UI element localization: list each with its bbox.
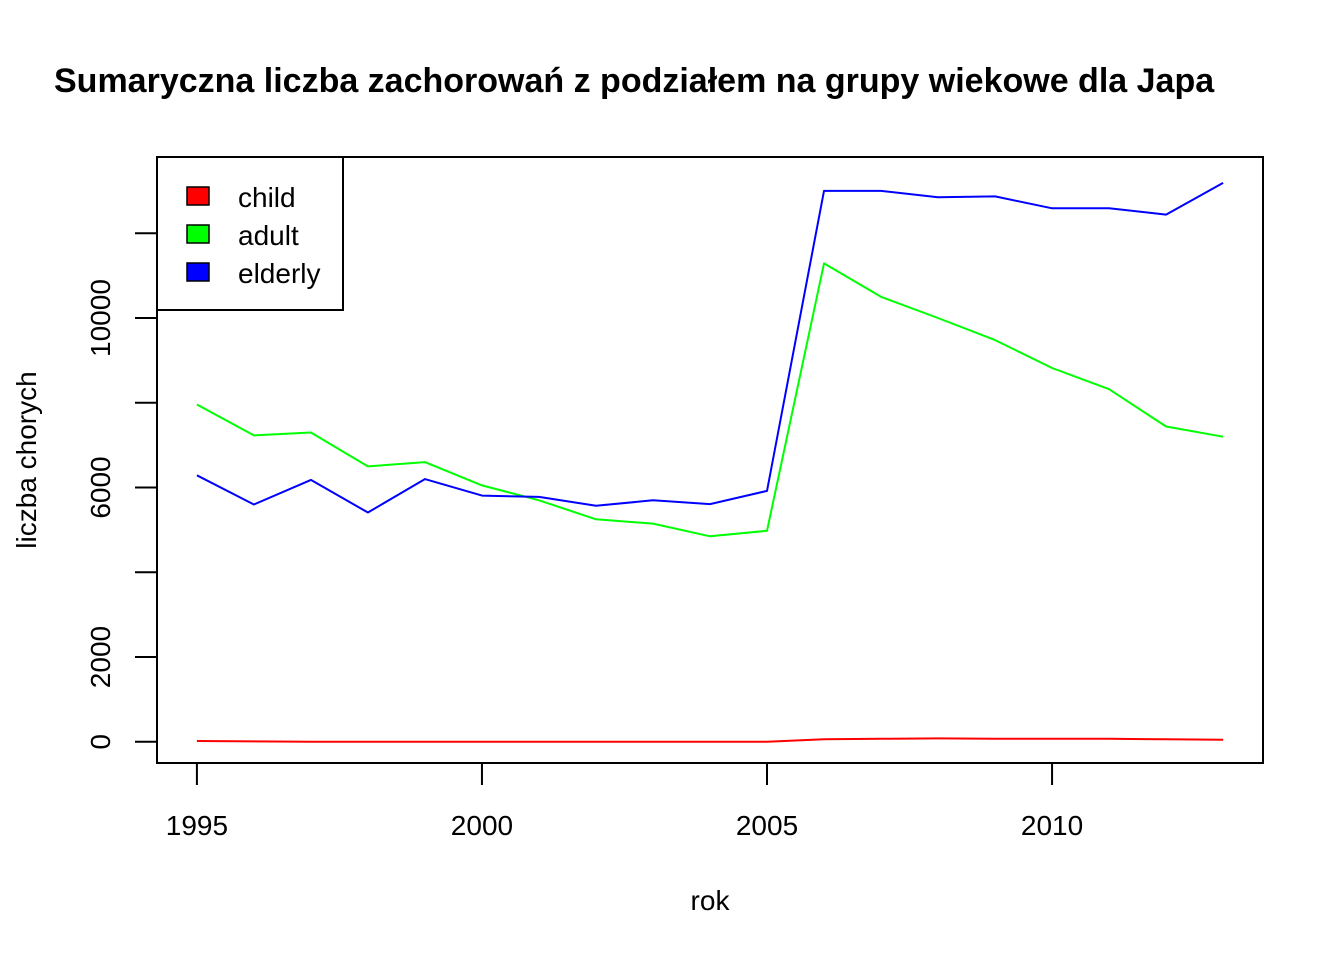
y-tick-label: 10000 (85, 279, 116, 357)
legend-swatch-elderly (186, 262, 210, 282)
legend-label-adult: adult (238, 220, 299, 251)
x-axis-label: rok (691, 885, 731, 916)
y-tick-label: 6000 (85, 456, 116, 518)
legend-swatch-adult (186, 224, 210, 244)
y-tick-label: 0 (85, 734, 116, 750)
y-tick-label: 2000 (85, 626, 116, 688)
legend-swatch-child (186, 186, 210, 206)
chart-title: Sumaryczna liczba zachorowań z podziałem… (54, 62, 1215, 100)
legend-label-elderly: elderly (238, 258, 320, 289)
x-tick-label: 1995 (166, 810, 228, 841)
series-line-elderly (196, 182, 1224, 514)
x-axis: 1995 2000 2005 2010 (166, 762, 1083, 841)
series-line-child (196, 737, 1224, 743)
x-tick-label: 2010 (1021, 810, 1083, 841)
legend: child adult elderly (156, 156, 344, 311)
series-line-adult (196, 262, 1224, 538)
legend-label-child: child (238, 182, 296, 213)
series-layer (196, 182, 1224, 743)
x-tick-label: 2005 (736, 810, 798, 841)
x-tick-label: 2000 (451, 810, 513, 841)
y-axis: 0 2000 6000 10000 (85, 232, 158, 750)
y-axis-label: liczba chorych (11, 371, 42, 548)
